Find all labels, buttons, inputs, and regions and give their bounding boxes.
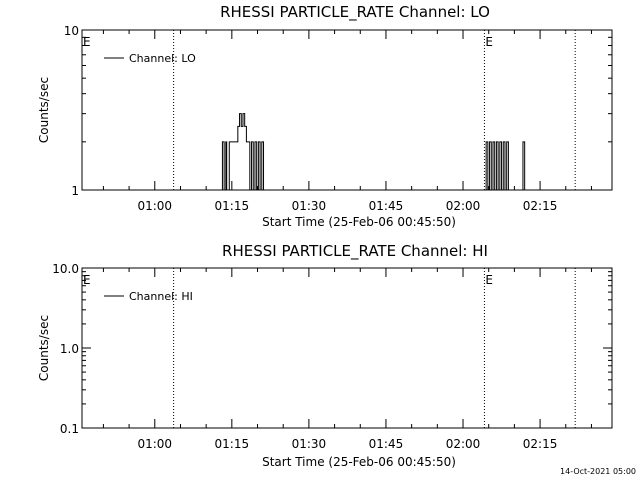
x-tick-label: 01:45 <box>369 437 404 451</box>
y-axis-title: Counts/sec <box>37 315 51 381</box>
x-tick-label: 02:15 <box>523 199 558 213</box>
x-tick-label: 02:15 <box>523 437 558 451</box>
marker-label: E <box>83 273 91 287</box>
x-tick-label: 01:30 <box>292 199 327 213</box>
y-tick-label: 10 <box>64 24 79 38</box>
x-tick-label: 01:45 <box>369 199 404 213</box>
chart-title: RHESSI PARTICLE_RATE Channel: LO <box>220 3 490 22</box>
marker-label: E <box>83 35 91 49</box>
x-tick-label: 01:00 <box>137 199 172 213</box>
x-axis-title: Start Time (25-Feb-06 00:45:50) <box>262 455 456 469</box>
x-tick-label: 01:30 <box>292 437 327 451</box>
series-line-channel-lo <box>219 113 526 191</box>
y-tick-label: 1 <box>71 184 79 198</box>
y-tick-label: 10.0 <box>52 262 79 276</box>
x-tick-label: 02:00 <box>446 199 481 213</box>
y-axis-title: Counts/sec <box>37 77 51 143</box>
x-tick-label: 01:00 <box>137 437 172 451</box>
y-tick-label: 1.0 <box>60 342 79 356</box>
x-tick-label: 01:15 <box>215 199 250 213</box>
x-tick-label: 02:00 <box>446 437 481 451</box>
marker-label: E <box>485 35 493 49</box>
x-axis-title: Start Time (25-Feb-06 00:45:50) <box>262 215 456 229</box>
x-tick-label: 01:15 <box>215 437 250 451</box>
legend-label: Channel: HI <box>129 290 193 303</box>
marker-label: E <box>485 273 493 287</box>
chart-title: RHESSI PARTICLE_RATE Channel: HI <box>222 242 488 261</box>
y-tick-label: 0.1 <box>60 422 79 436</box>
timestamp-label: 14-Oct-2021 05:00 <box>560 467 636 476</box>
legend-label: Channel: LO <box>129 52 196 65</box>
plot-frame <box>81 29 613 191</box>
